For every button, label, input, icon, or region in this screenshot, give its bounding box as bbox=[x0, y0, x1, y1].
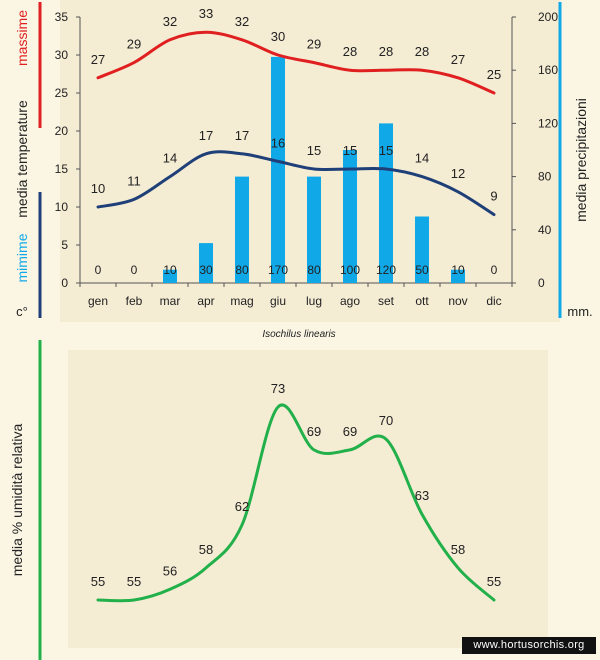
precipitation-data-label: 10 bbox=[451, 263, 465, 277]
min-temperature-data-label: 17 bbox=[199, 128, 213, 143]
x-tick-label: ago bbox=[340, 294, 360, 308]
right-axis-label: media precipitazioni bbox=[573, 98, 589, 222]
x-tick-label: set bbox=[378, 294, 395, 308]
precipitation-bar bbox=[163, 269, 177, 283]
humidity-data-label: 55 bbox=[91, 574, 105, 589]
precipitation-data-label: 100 bbox=[340, 263, 360, 277]
x-tick-label: apr bbox=[197, 294, 214, 308]
humidity-data-label: 70 bbox=[379, 413, 393, 428]
min-temperature-data-label: 15 bbox=[379, 143, 393, 158]
max-temperature-data-label: 29 bbox=[307, 37, 321, 52]
x-tick-label: gen bbox=[88, 294, 108, 308]
max-temperature-data-label: 30 bbox=[271, 29, 285, 44]
min-temperature-data-label: 11 bbox=[127, 173, 141, 188]
x-tick-label: mar bbox=[160, 294, 181, 308]
max-temperature-data-label: 25 bbox=[487, 67, 501, 82]
species-caption: Isochilus linearis bbox=[262, 329, 335, 340]
left-tick-label: 5 bbox=[61, 238, 68, 252]
x-tick-label: lug bbox=[306, 294, 322, 308]
y-label-min: mimime bbox=[14, 233, 30, 282]
right-tick-label: 40 bbox=[538, 223, 552, 237]
left-tick-label: 15 bbox=[55, 162, 69, 176]
humidity-data-label: 55 bbox=[127, 574, 141, 589]
precipitation-data-label: 10 bbox=[163, 263, 177, 277]
max-temperature-data-label: 28 bbox=[343, 44, 357, 59]
min-temperature-data-label: 15 bbox=[307, 143, 321, 158]
humidity-data-label: 69 bbox=[343, 424, 357, 439]
right-tick-label: 0 bbox=[538, 276, 545, 290]
x-tick-label: feb bbox=[126, 294, 143, 308]
right-tick-label: 120 bbox=[538, 116, 558, 130]
precipitation-bar bbox=[415, 216, 429, 283]
right-axis-unit: mm. bbox=[567, 304, 592, 319]
left-tick-label: 35 bbox=[55, 10, 69, 24]
min-temperature-data-label: 17 bbox=[235, 128, 249, 143]
x-tick-label: nov bbox=[448, 294, 467, 308]
precipitation-data-label: 30 bbox=[199, 263, 213, 277]
precipitation-bar bbox=[451, 269, 465, 283]
left-tick-label: 20 bbox=[55, 124, 69, 138]
x-tick-label: mag bbox=[230, 294, 253, 308]
min-temperature-data-label: 16 bbox=[271, 135, 285, 150]
precipitation-bar bbox=[271, 56, 285, 284]
max-temperature-data-label: 33 bbox=[199, 6, 213, 21]
precipitation-bar bbox=[235, 176, 249, 283]
humidity-data-label: 73 bbox=[271, 381, 285, 396]
right-tick-label: 200 bbox=[538, 10, 558, 24]
humidity-data-label: 63 bbox=[415, 488, 429, 503]
max-temperature-data-label: 27 bbox=[91, 52, 105, 67]
min-temperature-data-label: 12 bbox=[451, 166, 465, 181]
humidity-data-label: 58 bbox=[451, 542, 465, 557]
x-tick-label: dic bbox=[486, 294, 501, 308]
max-temperature-data-label: 28 bbox=[415, 44, 429, 59]
precipitation-data-label: 170 bbox=[268, 263, 288, 277]
min-temperature-line bbox=[96, 150, 496, 217]
max-temperature-data-label: 32 bbox=[163, 14, 177, 29]
precipitation-bar bbox=[199, 243, 213, 283]
right-tick-label: 80 bbox=[538, 170, 552, 184]
precipitation-data-label: 80 bbox=[307, 263, 321, 277]
precipitation-data-label: 120 bbox=[376, 263, 396, 277]
min-temperature-data-label: 10 bbox=[91, 181, 105, 196]
max-temperature-data-label: 27 bbox=[451, 52, 465, 67]
max-temperature-data-label: 29 bbox=[127, 37, 141, 52]
precipitation-data-label: 50 bbox=[415, 263, 429, 277]
max-temperature-line bbox=[96, 30, 496, 95]
left-tick-label: 10 bbox=[55, 200, 69, 214]
humidity-chart: media % umidità relativa 55 55 56 58 62 73 69 69… bbox=[9, 340, 501, 660]
precipitation-bar bbox=[307, 176, 321, 283]
y-label-max: massime bbox=[14, 10, 30, 66]
precipitation-data-label: 0 bbox=[95, 263, 102, 277]
precipitation-bar bbox=[343, 150, 357, 283]
humidity-data-label: 58 bbox=[199, 542, 213, 557]
humidity-line bbox=[96, 403, 496, 603]
x-tick-label: giu bbox=[270, 294, 286, 308]
left-tick-label: 25 bbox=[55, 86, 69, 100]
max-temperature-data-label: 28 bbox=[379, 44, 393, 59]
precipitation-data-label: 80 bbox=[235, 263, 249, 277]
max-temperature-data-label: 32 bbox=[235, 14, 249, 29]
left-axis-unit: c° bbox=[16, 304, 28, 319]
y-label-mid: media temperature bbox=[14, 100, 30, 218]
humidity-data-label: 55 bbox=[487, 574, 501, 589]
humidity-data-label: 56 bbox=[163, 563, 177, 578]
precipitation-data-label: 0 bbox=[491, 263, 498, 277]
min-temperature-data-label: 15 bbox=[343, 143, 357, 158]
humidity-data-label: 69 bbox=[307, 424, 321, 439]
x-tick-label: ott bbox=[415, 294, 429, 308]
min-temperature-data-label: 14 bbox=[163, 151, 177, 166]
right-tick-label: 160 bbox=[538, 63, 558, 77]
humidity-y-label: media % umidità relativa bbox=[9, 424, 25, 577]
watermark: www.hortusorchis.org bbox=[462, 637, 596, 654]
precipitation-bar bbox=[379, 123, 393, 284]
min-temperature-data-label: 9 bbox=[490, 189, 497, 204]
min-temperature-data-label: 14 bbox=[415, 151, 429, 166]
left-tick-label: 30 bbox=[55, 48, 69, 62]
left-tick-label: 0 bbox=[61, 276, 68, 290]
precipitation-data-label: 0 bbox=[131, 263, 138, 277]
humidity-data-label: 62 bbox=[235, 499, 249, 514]
